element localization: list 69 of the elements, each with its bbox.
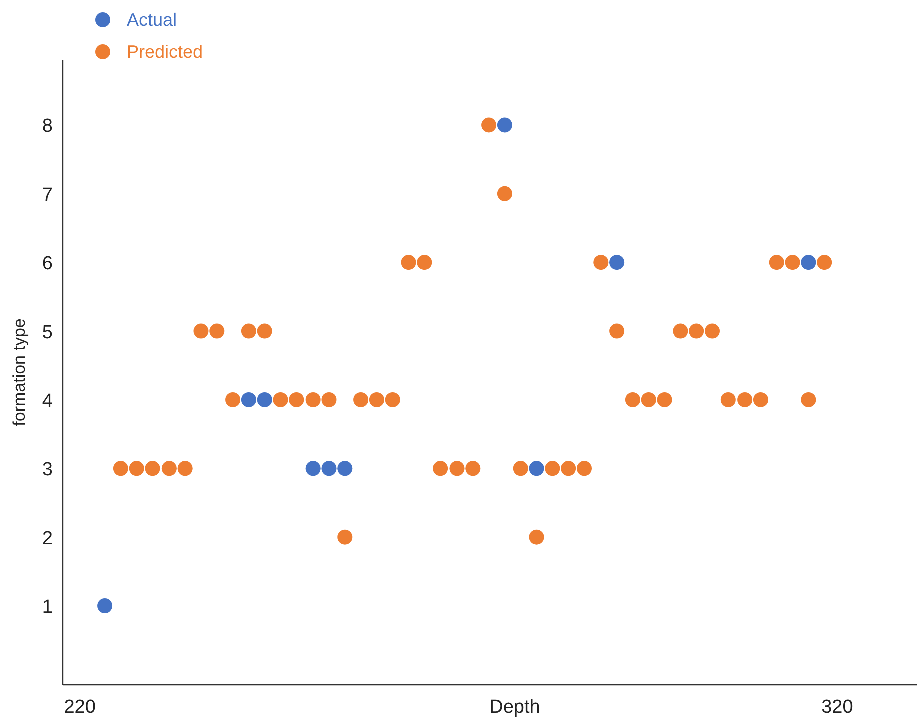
point bbox=[322, 392, 337, 408]
point bbox=[482, 118, 497, 133]
point bbox=[785, 255, 800, 270]
point bbox=[210, 324, 225, 339]
point bbox=[529, 461, 544, 476]
point bbox=[385, 392, 400, 408]
point bbox=[450, 461, 465, 476]
point bbox=[257, 392, 272, 408]
point bbox=[433, 461, 448, 476]
point bbox=[625, 392, 640, 408]
point bbox=[129, 461, 144, 476]
x-tick-label: 220 bbox=[64, 697, 96, 718]
point bbox=[369, 392, 384, 408]
point bbox=[704, 324, 720, 339]
point bbox=[497, 118, 512, 133]
y-tick-label: 5 bbox=[42, 322, 53, 344]
point bbox=[689, 324, 704, 339]
legend-label: Predicted bbox=[127, 42, 204, 62]
point bbox=[417, 255, 432, 270]
point bbox=[354, 392, 369, 408]
point bbox=[306, 392, 321, 408]
x-axis-title: Depth bbox=[490, 697, 540, 718]
point bbox=[801, 255, 816, 270]
point bbox=[738, 392, 753, 408]
y-tick-label: 2 bbox=[42, 528, 53, 550]
point bbox=[497, 186, 512, 202]
y-tick-label: 1 bbox=[42, 597, 53, 618]
point bbox=[226, 392, 241, 408]
point bbox=[545, 461, 560, 476]
point bbox=[178, 461, 193, 476]
point bbox=[753, 392, 768, 408]
point bbox=[801, 392, 816, 408]
point bbox=[657, 392, 672, 408]
point bbox=[257, 324, 272, 339]
point bbox=[145, 461, 160, 476]
point bbox=[273, 392, 288, 408]
point bbox=[610, 324, 625, 339]
point bbox=[513, 461, 528, 476]
y-tick-label: 8 bbox=[42, 116, 53, 138]
y-axis-title: formation type bbox=[10, 318, 29, 426]
point bbox=[466, 461, 481, 476]
x-tick-label: 320 bbox=[822, 697, 854, 718]
point bbox=[322, 461, 337, 476]
point bbox=[338, 461, 353, 476]
point bbox=[241, 324, 256, 339]
point bbox=[673, 324, 688, 339]
point bbox=[594, 255, 609, 270]
legend-label: Actual bbox=[127, 10, 178, 30]
point bbox=[306, 461, 321, 476]
point bbox=[98, 598, 113, 614]
point bbox=[338, 530, 353, 545]
point bbox=[113, 461, 128, 476]
point bbox=[162, 461, 177, 476]
point bbox=[241, 392, 256, 408]
point bbox=[289, 392, 304, 408]
y-tick-label: 4 bbox=[42, 390, 54, 412]
point bbox=[769, 255, 784, 270]
point bbox=[610, 255, 625, 270]
point bbox=[817, 255, 832, 270]
point bbox=[194, 324, 209, 339]
point bbox=[561, 461, 576, 476]
point bbox=[720, 392, 736, 408]
point bbox=[576, 461, 592, 476]
y-tick-label: 6 bbox=[42, 254, 53, 275]
point bbox=[529, 530, 544, 545]
y-tick-label: 7 bbox=[42, 184, 53, 206]
point bbox=[641, 392, 656, 408]
y-tick-label: 3 bbox=[42, 460, 53, 481]
point bbox=[401, 255, 416, 270]
